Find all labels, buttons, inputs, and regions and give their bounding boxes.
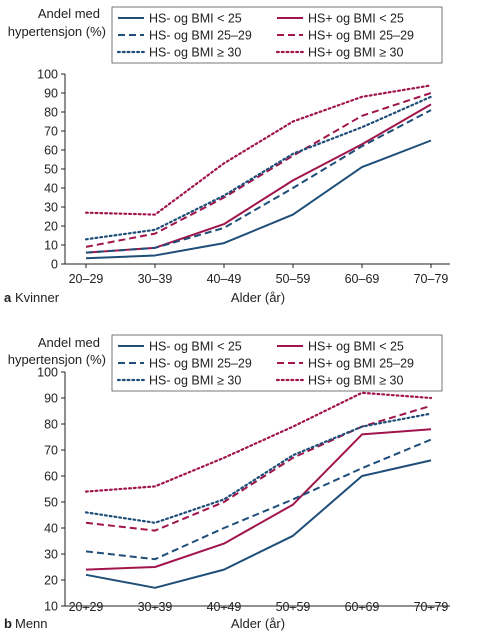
x-tick-label: 40–49 — [207, 272, 242, 286]
y-tick-label: 30 — [44, 201, 58, 215]
y-tick-label: 30 — [44, 548, 58, 562]
y-tick-label: 20 — [44, 220, 58, 234]
y-tick-label: 70 — [44, 125, 58, 139]
panel-label: Kvinner — [15, 290, 60, 305]
series-line-hs-og-bmi-25-29 — [85, 109, 432, 254]
series-line-hs-og-bmi-25-29 — [85, 404, 432, 532]
series-line-hs-og-bmi-gte-30 — [84, 412, 433, 524]
y-tick-label: 50 — [44, 496, 58, 510]
x-axis-label: Alder (år) — [231, 290, 285, 305]
x-tick-label: 60–69 — [345, 272, 380, 286]
y-tick-label: 10 — [44, 600, 58, 614]
series-line-hs-og-bmi-lt-25 — [85, 139, 432, 260]
legend-label-hs-og-bmi-25-29: HS- og BMI 25–29 — [149, 357, 252, 371]
y-axis-label-line2: hypertensjon (%) — [8, 24, 106, 39]
axes: 10 20 30 40 50 60 70 80 90 100 20–29 30–39 40–49 50–5… — [37, 366, 450, 614]
x-tick-label: 20–29 — [69, 600, 104, 614]
series-line-hs-og-bmi-lt-25 — [85, 459, 432, 589]
y-tick-label: 10 — [44, 239, 58, 253]
y-tick-label: 40 — [44, 522, 58, 536]
y-tick-label: 40 — [44, 182, 58, 196]
panel-b-menn: Andel med hypertensjon (%) HS- og BMI < … — [4, 334, 450, 631]
legend-label-hs-og-bmi-25-29: HS+ og BMI 25–29 — [308, 357, 414, 371]
legend-label-hs-og-bmi-gte-30: HS+ og BMI ≥ 30 — [308, 46, 403, 60]
y-tick-label: 20 — [44, 574, 58, 588]
y-tick-label: 90 — [44, 392, 58, 406]
series-line-hs-og-bmi-lt-25 — [85, 428, 432, 571]
y-tick-label: 90 — [44, 87, 58, 101]
x-tick-label: 60–69 — [345, 600, 380, 614]
y-axis-label-line1: Andel med — [38, 6, 100, 21]
y-axis-label-line2: hypertensjon (%) — [8, 352, 106, 367]
axes: 0 10 20 30 40 50 60 70 80 90 100 20–29 30–39 40–49 50–… — [37, 68, 450, 286]
y-tick-label: 80 — [44, 418, 58, 432]
legend-label-hs-og-bmi-25-29: HS+ og BMI 25–29 — [308, 29, 414, 43]
x-tick-label: 50–59 — [276, 272, 311, 286]
legend: HS- og BMI < 25 HS+ og BMI < 25 HS- og BMI… — [111, 334, 443, 392]
panel-a-kvinner: Andel med hypertensjon (%) HS- og BMI < … — [4, 6, 450, 305]
legend-label-hs-og-bmi-gte-30: HS- og BMI ≥ 30 — [149, 374, 241, 388]
panel-label: Menn — [15, 616, 48, 631]
legend-label-hs-og-bmi-lt-25: HS- og BMI < 25 — [149, 340, 242, 354]
y-tick-label: 50 — [44, 163, 58, 177]
legend-label-hs-og-bmi-lt-25: HS+ og BMI < 25 — [308, 12, 404, 26]
x-tick-label: 70–79 — [414, 600, 449, 614]
y-tick-label: 80 — [44, 106, 58, 120]
x-tick-label: 70–79 — [414, 272, 449, 286]
legend-label-hs-og-bmi-lt-25: HS- og BMI < 25 — [149, 12, 242, 26]
x-tick-label: 30–39 — [138, 600, 173, 614]
series-line-hs-og-bmi-25-29 — [85, 92, 432, 248]
series-lines — [84, 84, 433, 260]
x-tick-label: 40–49 — [207, 600, 242, 614]
legend-label-hs-og-bmi-lt-25: HS+ og BMI < 25 — [308, 340, 404, 354]
x-tick-label: 30–39 — [138, 272, 173, 286]
series-line-hs-og-bmi-25-29 — [85, 438, 432, 561]
y-tick-label: 60 — [44, 144, 58, 158]
y-axis-label-line1: Andel med — [38, 335, 100, 350]
series-line-hs-og-bmi-gte-30 — [84, 95, 433, 241]
series-lines — [84, 391, 433, 589]
y-tick-label: 0 — [51, 258, 58, 272]
series-line-hs-og-bmi-gte-30 — [84, 84, 433, 216]
y-tick-label: 100 — [37, 68, 58, 82]
panel-letter: a — [4, 290, 12, 305]
y-tick-label: 70 — [44, 444, 58, 458]
legend: HS- og BMI < 25 HS+ og BMI < 25 HS- og BMI… — [111, 6, 443, 64]
legend-label-hs-og-bmi-gte-30: HS+ og BMI ≥ 30 — [308, 374, 403, 388]
panel-letter: b — [4, 616, 12, 631]
legend-label-hs-og-bmi-25-29: HS- og BMI 25–29 — [149, 29, 252, 43]
x-tick-label: 50–59 — [276, 600, 311, 614]
x-tick-label: 20–29 — [69, 272, 104, 286]
y-tick-label: 60 — [44, 470, 58, 484]
legend-label-hs-og-bmi-gte-30: HS- og BMI ≥ 30 — [149, 46, 241, 60]
y-tick-label: 100 — [37, 366, 58, 380]
x-axis-label: Alder (år) — [231, 616, 285, 631]
series-line-hs-og-bmi-lt-25 — [85, 103, 432, 254]
series-line-hs-og-bmi-gte-30 — [84, 391, 433, 493]
